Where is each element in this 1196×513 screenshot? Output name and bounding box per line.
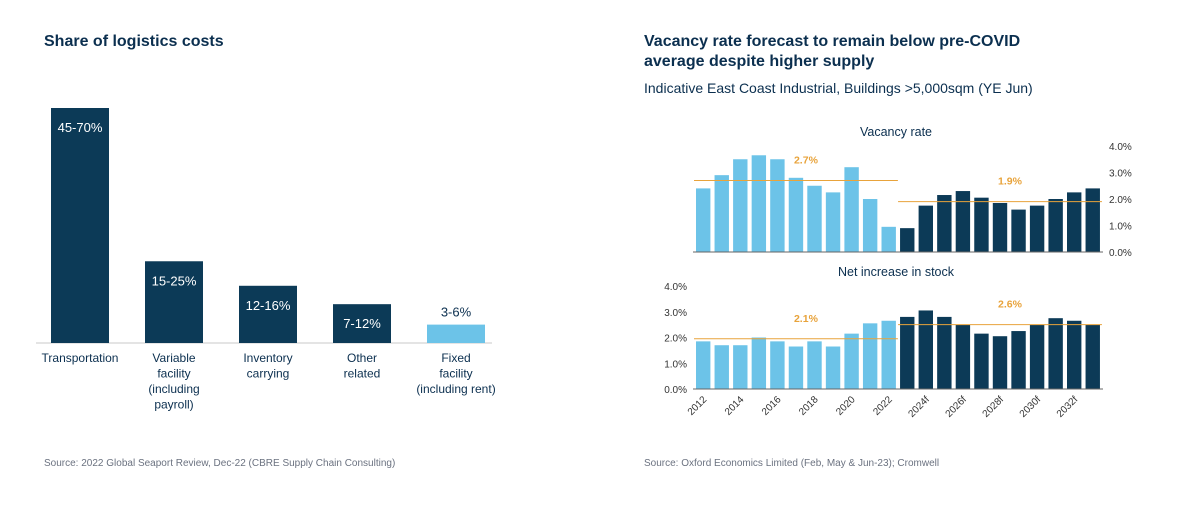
y-tick-label: 1.0%	[1109, 222, 1132, 233]
category-label: Inventory carrying	[243, 351, 292, 381]
bar	[844, 167, 859, 252]
y-tick-label: 0.0%	[664, 385, 687, 396]
bar	[733, 159, 748, 252]
bar	[1048, 199, 1063, 252]
bar	[825, 192, 841, 252]
bar	[1085, 188, 1100, 252]
y-tick-label: 2.0%	[1109, 195, 1132, 206]
vacancy-forecast-title-line2: average despite higher supply	[644, 53, 875, 70]
logistics-costs-panel: Share of logistics costs 45-70% Transport…	[36, 33, 496, 469]
bar	[807, 341, 822, 389]
data-label: 15-25%	[152, 273, 197, 288]
bar	[974, 197, 989, 252]
bar	[955, 324, 971, 389]
bar	[751, 155, 767, 252]
bar	[992, 336, 1008, 389]
x-tick-label: 2028f	[981, 394, 1007, 420]
x-tick-label: 2022	[871, 394, 895, 418]
category-label: Variable facility (including payroll)	[148, 351, 199, 412]
x-tick-label: 2024f	[906, 394, 932, 420]
subchart-title: Net increase in stock	[838, 265, 955, 279]
y-tick-label: 1.0%	[664, 359, 687, 370]
bar	[51, 108, 109, 343]
average-label: 2.7%	[794, 154, 819, 166]
vacancy-forecast-title-line1: Vacancy rate forecast to remain below pr…	[644, 33, 1021, 50]
data-label: 3-6%	[441, 305, 472, 320]
bar	[974, 333, 989, 389]
logistics-costs-title: Share of logistics costs	[44, 33, 224, 50]
logistics-costs-chart: 45-70% Transportation 15-25% Variable facili…	[36, 108, 496, 412]
bar	[788, 177, 804, 252]
x-tick-label: 2026f	[944, 394, 970, 420]
vacancy-forecast-subtitle: Indicative East Coast Industrial, Buildi…	[644, 80, 1033, 96]
bar	[696, 341, 711, 389]
bar	[239, 285, 297, 343]
bar	[937, 195, 952, 252]
bar	[862, 323, 878, 389]
bar	[1067, 320, 1082, 389]
bar	[427, 324, 485, 343]
bar	[714, 175, 729, 252]
x-tick-label: 2016	[760, 394, 784, 418]
bar	[918, 310, 933, 389]
bar	[881, 226, 896, 252]
bar	[333, 304, 391, 343]
bar	[881, 320, 896, 389]
bar	[825, 346, 841, 389]
bar	[900, 228, 915, 252]
vacancy-forecast-source: Source: Oxford Economics Limited (Feb, M…	[644, 458, 940, 469]
x-tick-label: 2032f	[1055, 394, 1081, 420]
x-tick-label: 2020	[834, 394, 858, 418]
bar	[862, 199, 878, 252]
x-tick-label: 2018	[797, 394, 821, 418]
average-label: 1.9%	[998, 176, 1023, 188]
y-tick-label: 2.0%	[664, 334, 687, 345]
bar	[770, 159, 785, 252]
bar	[696, 188, 711, 252]
category-label: Transportation	[42, 351, 119, 365]
bar	[992, 202, 1008, 252]
bar	[770, 341, 785, 389]
bar	[900, 316, 915, 389]
y-tick-label: 3.0%	[664, 308, 687, 319]
bar	[844, 333, 859, 389]
bar	[1029, 324, 1045, 389]
vacancy-and-stock-chart: Vacancy rate 0.0% 1.0% 2.0% 3.0% 4.0% 2.7% 1.9%…	[664, 125, 1132, 420]
logistics-costs-source: Source: 2022 Global Seaport Review, Dec-…	[44, 458, 396, 469]
subchart-title: Vacancy rate	[860, 125, 932, 139]
y-tick-label: 0.0%	[1109, 248, 1132, 259]
bar	[1085, 324, 1100, 389]
data-label: 7-12%	[343, 316, 381, 331]
bar	[788, 346, 804, 389]
vacancy-forecast-title: Vacancy rate forecast to remain below pr…	[644, 32, 1020, 72]
y-tick-label: 4.0%	[664, 282, 687, 293]
x-tick-label: 2014	[723, 394, 747, 418]
bar	[918, 205, 933, 252]
x-tick-label: 2012	[686, 394, 710, 418]
y-tick-label: 4.0%	[1109, 142, 1132, 153]
bar	[807, 185, 822, 252]
bar	[145, 261, 203, 343]
bar	[1067, 192, 1082, 252]
data-label: 45-70%	[58, 120, 103, 135]
category-label: Fixed facility (including rent)	[416, 351, 495, 396]
x-tick-label: 2030f	[1018, 394, 1044, 420]
bar	[1011, 331, 1026, 389]
category-label: Other related	[344, 351, 381, 381]
bar	[937, 316, 952, 389]
bar	[1011, 209, 1026, 252]
bar	[1029, 205, 1045, 252]
bar	[751, 337, 767, 389]
vacancy-forecast-panel: Vacancy rate forecast to remain below pr…	[600, 0, 1196, 513]
bar	[955, 191, 971, 252]
y-tick-label: 3.0%	[1109, 169, 1132, 180]
bar	[733, 345, 748, 389]
bar	[1048, 318, 1063, 389]
data-label: 12-16%	[246, 298, 291, 313]
average-label: 2.1%	[794, 313, 819, 325]
average-label: 2.6%	[998, 299, 1023, 311]
bar	[714, 345, 729, 389]
